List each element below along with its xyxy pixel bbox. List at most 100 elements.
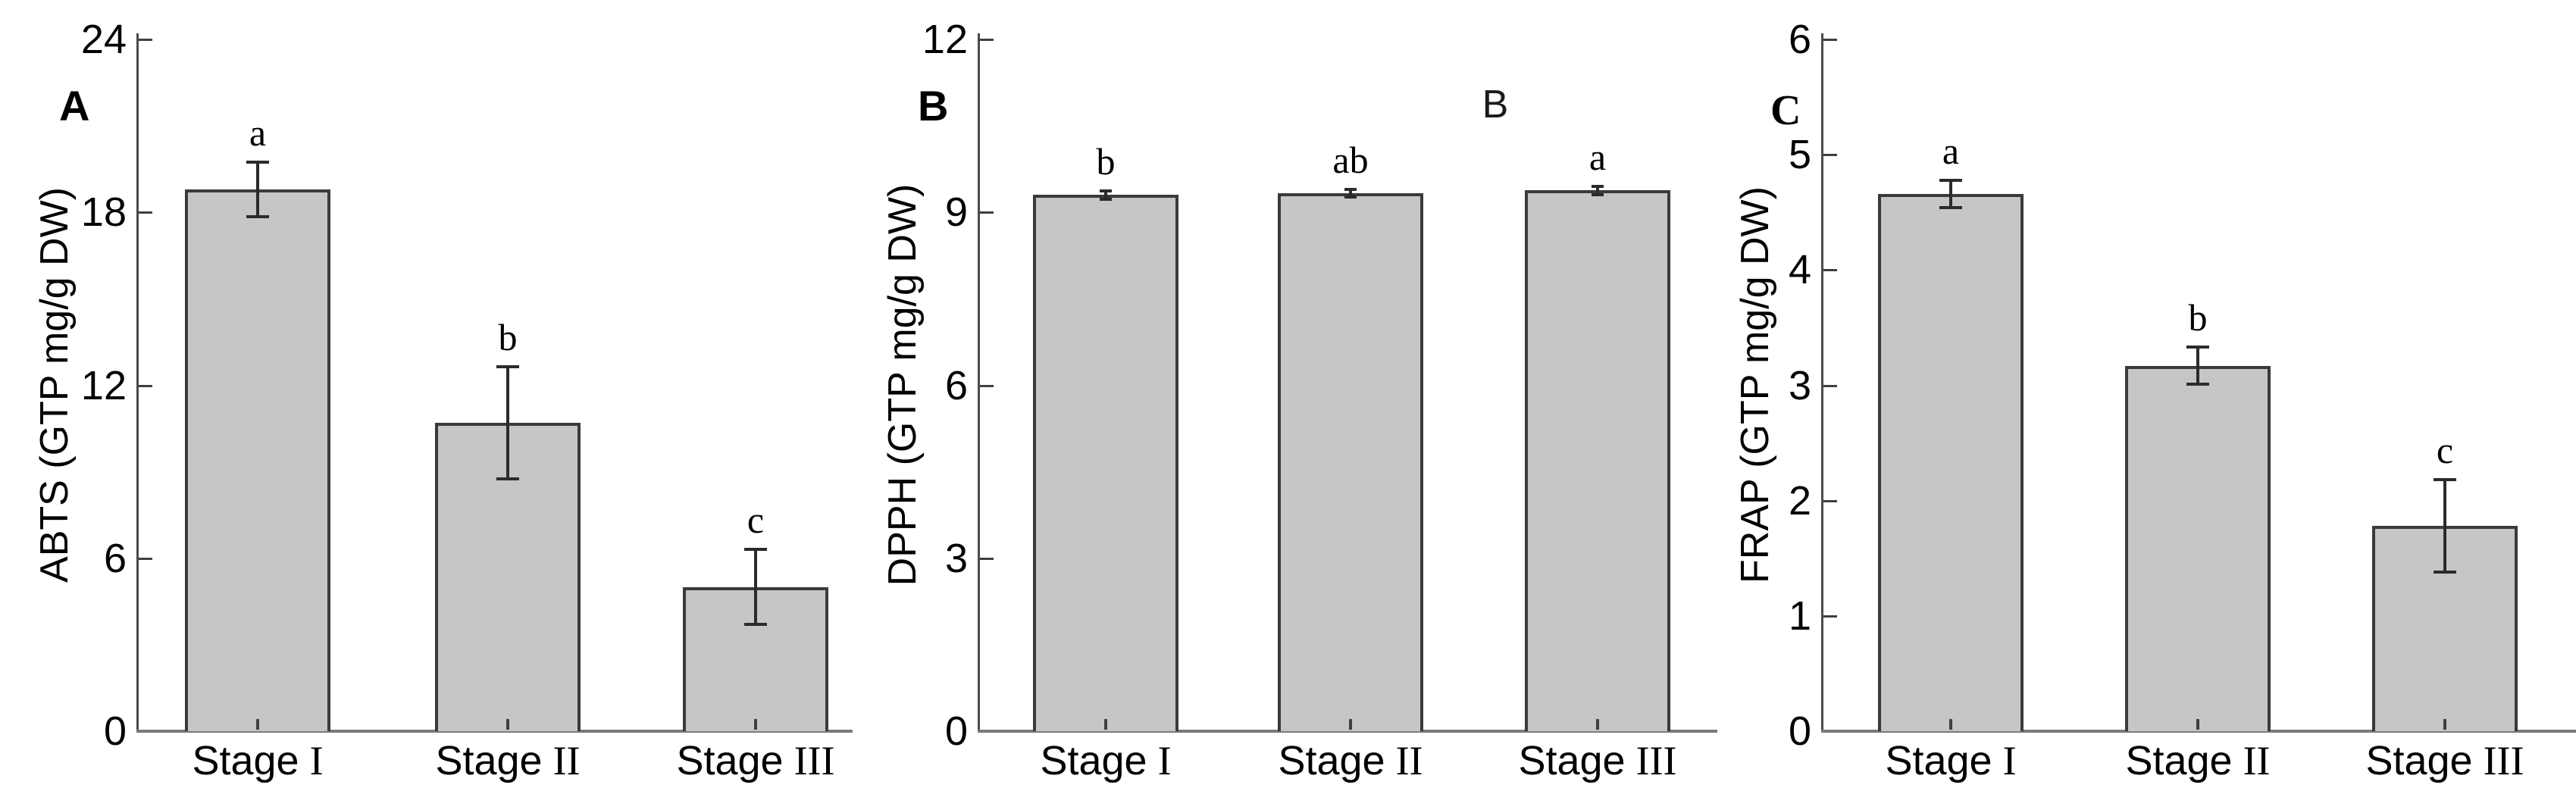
y-tick-mark [980, 557, 994, 560]
error-bar [1104, 191, 1107, 199]
panel-label-c: C [1770, 87, 1801, 134]
error-bar-cap-top [1592, 185, 1604, 188]
significance-letter: a [249, 111, 267, 154]
x-tick-mark [2196, 719, 2199, 730]
x-axis-line [978, 730, 1717, 733]
significance-letter: c [747, 499, 765, 542]
y-tick-label: 4 [1788, 247, 1811, 293]
error-bar [2443, 480, 2446, 572]
x-category-prefix: Stage [1885, 738, 1992, 783]
y-tick-label: 3 [944, 535, 968, 581]
y-tick-mark [980, 39, 994, 41]
error-bar-cap-bottom [1344, 195, 1357, 199]
y-axis-line [1821, 33, 1823, 731]
y-tick-label: 6 [1788, 17, 1811, 62]
x-category-label: Stage III [627, 740, 884, 781]
x-category-numeral: II [1395, 738, 1423, 783]
y-tick-mark [1823, 615, 1837, 618]
x-category-numeral: I [309, 738, 324, 783]
x-axis-line [1821, 730, 2576, 733]
y-tick-label: 5 [1788, 132, 1811, 178]
error-bar-cap-bottom [246, 214, 269, 218]
x-tick-mark [256, 719, 259, 730]
x-tick-mark [754, 719, 757, 730]
error-bar-cap-top [246, 160, 269, 164]
error-bar-cap-bottom [2186, 382, 2209, 386]
x-category-numeral: III [2483, 738, 2524, 783]
x-category-label: Stage II [379, 740, 637, 781]
x-category-prefix: Stage [435, 738, 543, 783]
panel-label-a: A [59, 82, 90, 130]
error-bar [1349, 189, 1352, 198]
y-tick-mark [1823, 39, 1837, 41]
error-bar [506, 366, 509, 480]
bar-stage-III [1525, 190, 1670, 731]
x-category-prefix: Stage [192, 738, 299, 783]
y-tick-label: 0 [103, 708, 127, 754]
significance-letter: b [2188, 296, 2208, 339]
bar-stage-II [2125, 365, 2271, 731]
significance-letter: b [1096, 140, 1116, 183]
x-category-label: Stage I [977, 740, 1235, 781]
y-tick-mark [139, 39, 152, 41]
y-tick-label: 0 [944, 708, 968, 754]
x-tick-mark [2443, 719, 2446, 730]
x-category-prefix: Stage [2365, 738, 2473, 783]
x-tick-mark [1949, 719, 1952, 730]
error-bar-cap-top [2186, 346, 2209, 349]
significance-letter: b [498, 315, 518, 358]
error-bar-cap-bottom [744, 623, 767, 627]
x-category-numeral: I [1157, 738, 1172, 783]
x-category-label: Stage III [2316, 740, 2574, 781]
significance-letter: a [1588, 136, 1607, 178]
y-tick-label: 1 [1788, 593, 1811, 639]
x-category-prefix: Stage [676, 738, 784, 783]
x-category-label: Stage II [1222, 740, 1479, 781]
error-bar-cap-bottom [1939, 206, 1962, 210]
y-tick-label: 12 [922, 17, 968, 62]
x-category-label: Stage II [2069, 740, 2327, 781]
error-bar-cap-bottom [1592, 192, 1604, 196]
x-category-prefix: Stage [2125, 738, 2233, 783]
error-bar [754, 549, 757, 625]
error-bar [256, 161, 259, 217]
y-tick-mark [139, 211, 152, 214]
y-tick-mark [1823, 499, 1837, 502]
y-tick-mark [139, 557, 152, 560]
y-tick-mark [139, 384, 152, 387]
error-bar-cap-top [1100, 189, 1112, 193]
bar-stage-I [1033, 195, 1178, 731]
error-bar [2196, 347, 2199, 384]
error-bar-cap-bottom [2434, 571, 2456, 574]
bar-stage-I [185, 189, 330, 731]
x-category-numeral: II [552, 738, 581, 783]
y-tick-label: 9 [944, 189, 968, 236]
error-bar-cap-top [2434, 478, 2456, 482]
x-category-prefix: Stage [1040, 738, 1147, 783]
x-category-label: Stage III [1469, 740, 1726, 781]
error-bar-cap-top [1344, 187, 1357, 191]
x-tick-mark [506, 719, 509, 730]
y-tick-label: 0 [1788, 708, 1811, 754]
y-axis-line [978, 33, 980, 731]
x-axis-line [136, 730, 853, 733]
stray-b-annotation: B [1482, 83, 1509, 127]
y-tick-mark [1823, 269, 1837, 272]
y-tick-label: 2 [1788, 477, 1811, 524]
x-category-numeral: II [2243, 738, 2271, 783]
error-bar-cap-bottom [1100, 197, 1112, 201]
x-category-label: Stage I [129, 740, 387, 781]
bar-stage-I [1878, 193, 2024, 731]
error-bar-cap-bottom [496, 477, 519, 481]
panel-label-b: B [918, 82, 949, 130]
x-category-numeral: III [1635, 738, 1677, 783]
bar-stage-II [1278, 193, 1423, 731]
error-bar-cap-top [496, 364, 519, 368]
y-tick-mark [980, 211, 994, 214]
y-tick-label: 6 [103, 535, 127, 581]
x-category-label: Stage I [1822, 740, 2080, 781]
y-tick-label: 12 [80, 362, 127, 408]
